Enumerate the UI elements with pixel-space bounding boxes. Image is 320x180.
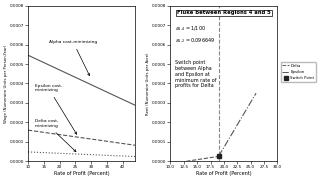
Text: Delta cost-
minimizing: Delta cost- minimizing xyxy=(35,120,76,152)
Text: $a_{1,4} = 1/100$: $a_{1,4} = 1/100$ xyxy=(175,24,206,33)
X-axis label: Rate of Profit (Percent): Rate of Profit (Percent) xyxy=(196,171,252,176)
Y-axis label: Wage (Numeraire Units per Person-Year): Wage (Numeraire Units per Person-Year) xyxy=(4,44,8,123)
Y-axis label: Rent (Numeraire Units per Acre): Rent (Numeraire Units per Acre) xyxy=(146,52,150,115)
Text: No cost-minimizing
technique exists: No cost-minimizing technique exists xyxy=(0,179,1,180)
Text: Alpha cost-minimizing: Alpha cost-minimizing xyxy=(49,40,97,76)
Text: $a_{1,2} = 0.096649$: $a_{1,2} = 0.096649$ xyxy=(175,37,215,45)
Text: Fluke between Regions 4 and 5: Fluke between Regions 4 and 5 xyxy=(177,10,271,15)
X-axis label: Rate of Profit (Percent): Rate of Profit (Percent) xyxy=(54,171,109,176)
Legend: Delta, Epsilon, Switch Point: Delta, Epsilon, Switch Point xyxy=(281,62,316,82)
Text: Epsilon cost-
minimizing: Epsilon cost- minimizing xyxy=(35,84,77,134)
Text: Switch point
between Alpha
and Epsilon at
minimum rate of
profits for Delta: Switch point between Alpha and Epsilon a… xyxy=(175,60,216,88)
